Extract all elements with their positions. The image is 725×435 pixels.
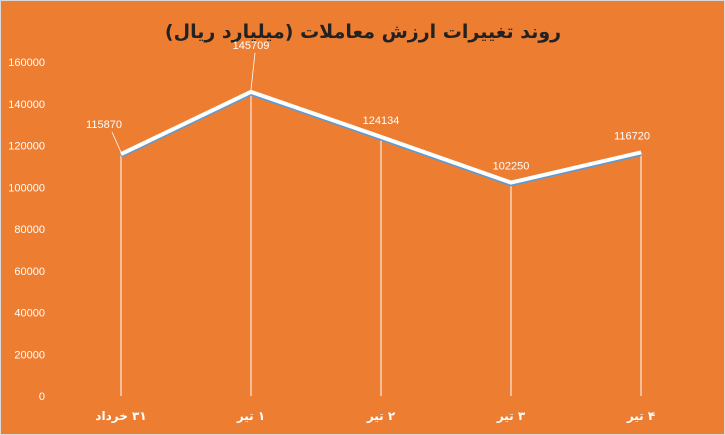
drop-lines	[120, 91, 642, 396]
y-tick-label: 80000	[14, 224, 45, 236]
x-tick-label: ۳ تیر	[496, 409, 526, 423]
series-line	[120, 89, 642, 185]
x-tick-label: ۲ تیر	[366, 409, 396, 423]
y-tick-label: 0	[39, 391, 45, 403]
data-labels: 115870 145709 124134 102250 116720	[86, 40, 650, 173]
data-label: 124134	[363, 115, 400, 127]
series	[120, 89, 642, 187]
x-tick-label: ۳۱ خرداد	[95, 409, 146, 423]
data-label: 116720	[614, 130, 650, 142]
y-tick-label: 20000	[14, 349, 45, 361]
y-tick-label: 140000	[8, 99, 45, 111]
data-label: 145709	[233, 40, 270, 52]
y-tick-label: 120000	[8, 141, 45, 153]
x-tick-label: ۱ تیر	[236, 409, 265, 423]
data-label: 115870	[86, 119, 122, 131]
y-tick-label: 100000	[8, 182, 45, 194]
y-tick-label: 40000	[14, 308, 45, 320]
leader-line	[250, 52, 256, 90]
x-tick-label: ۴ تیر	[626, 409, 655, 423]
y-tick-label: 160000	[8, 57, 45, 69]
leader-line	[111, 131, 122, 153]
y-axis: 0 20000 40000 60000 80000 100000 120000 140000 1…	[8, 57, 45, 403]
y-tick-label: 60000	[14, 266, 45, 278]
chart-title: روند تغییرات ارزش معاملات (میلیارد ریال)	[165, 21, 561, 43]
data-label: 102250	[493, 161, 530, 173]
x-axis: ۳۱ خرداد ۱ تیر ۲ تیر ۳ تیر ۴ تیر	[95, 409, 655, 423]
